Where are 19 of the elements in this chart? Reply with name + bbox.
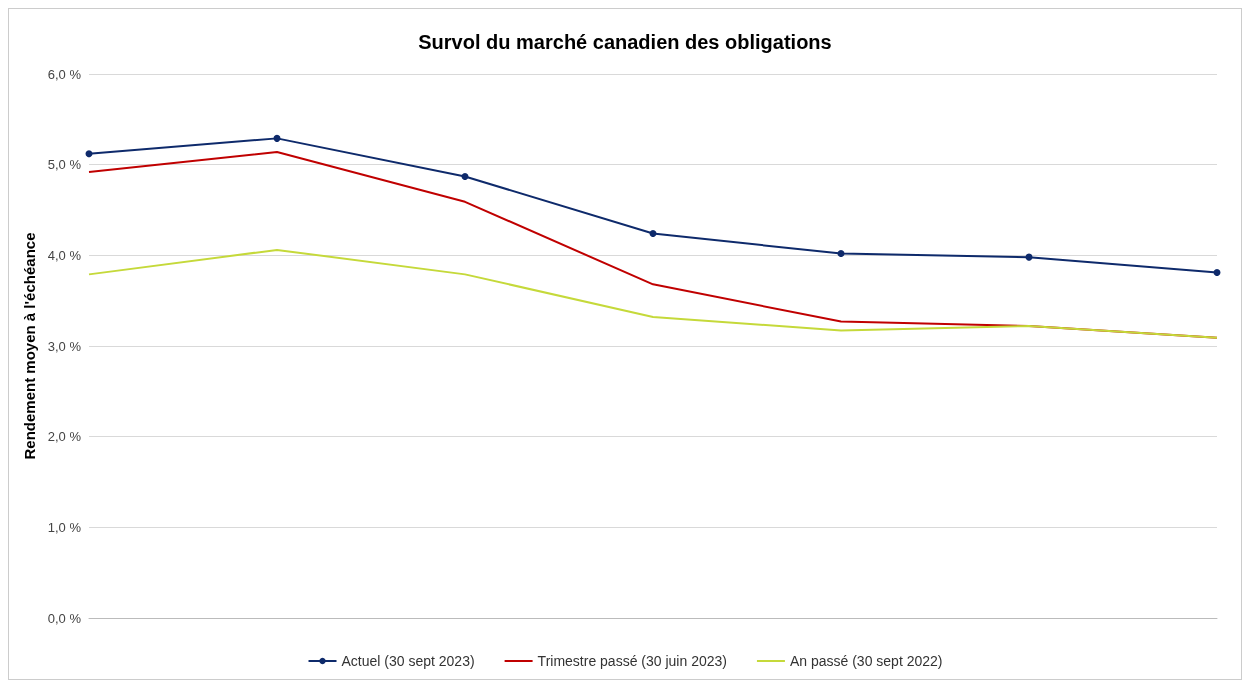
y-tick-label: 2,0 % [47,429,82,445]
y-axis-title: Rendement moyen à l'échéance [20,232,38,460]
legend-label: An passé (30 sept 2022) [789,653,943,669]
point [837,250,845,258]
y-tick-label: 3,0 % [47,338,82,354]
point [273,134,281,142]
legend-label: Trimestre passé (30 juin 2023) [537,653,727,669]
point [461,172,469,180]
y-tick-label: 0,0 % [47,610,82,626]
legend-label: Actuel (30 sept 2023) [341,653,475,669]
y-tick-label: 5,0 % [47,157,82,173]
chart-title: Survol du marché canadien des obligations [418,31,832,53]
line-series [88,248,1218,339]
point [1213,269,1221,277]
point [85,150,93,158]
y-tick-label: 4,0 % [47,247,82,263]
point [649,230,657,238]
y-tick-label: 1,0 % [47,519,82,535]
y-tick-label: 6,0 % [47,66,82,82]
